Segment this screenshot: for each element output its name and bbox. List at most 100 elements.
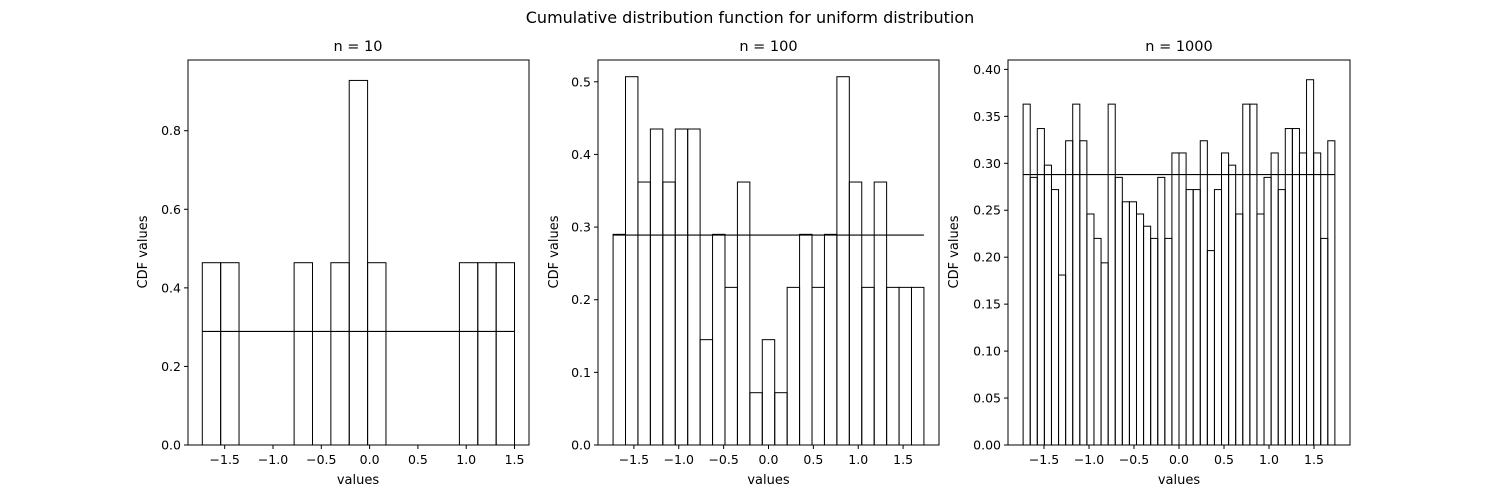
histogram-bar (638, 182, 650, 445)
x-ticks: −1.5 −1.0 −0.5 0.0 0.5 1.0 1.5 (210, 445, 525, 467)
histogram-bar (1278, 190, 1285, 445)
x-tick-label: 0.0 (759, 452, 779, 467)
histogram-bar (800, 234, 812, 445)
y-tick-label: 0.25 (973, 203, 1001, 218)
x-tick-label: −0.5 (708, 452, 738, 467)
histogram-bar (862, 287, 874, 445)
histogram-bar (812, 287, 824, 445)
y-ticks: 0.000.050.100.150.200.250.300.350.40 (973, 62, 1008, 453)
x-axis-label: values (747, 473, 790, 488)
y-tick-label: 0.6 (161, 202, 181, 217)
histogram-bar (1257, 214, 1264, 445)
histogram-bar (1073, 104, 1080, 445)
subplot-title: n = 1000 (1145, 39, 1212, 55)
histogram-bar (737, 182, 749, 445)
histogram-bar (787, 287, 799, 445)
y-tick-label: 0.0 (161, 438, 181, 453)
histogram-bar (613, 234, 625, 445)
histogram-bar (1080, 141, 1087, 445)
histogram-bar (713, 234, 725, 445)
histogram-bar (221, 263, 239, 445)
histogram-bar (1243, 104, 1250, 445)
histogram-bar (663, 182, 675, 445)
histogram-bar (1264, 177, 1271, 445)
histogram-bar (874, 182, 886, 445)
histogram-bar (837, 77, 849, 445)
histogram-bar (899, 287, 911, 445)
histogram-bar (496, 263, 514, 445)
subplot-3: n = 1000 0.00 0.05 0.10 0.15 0.20 0.25 0.30 0.3… (947, 39, 1350, 488)
y-tick-label: 0.30 (973, 156, 1001, 171)
histogram-bar (331, 263, 349, 445)
histogram-bar (202, 263, 220, 445)
histogram-bar (1250, 104, 1257, 445)
x-tick-label: −1.5 (619, 452, 649, 467)
subplot-title: n = 10 (333, 39, 382, 55)
x-tick-label: 1.5 (893, 452, 913, 467)
histogram-bar (675, 129, 687, 445)
y-tick-label: 0.40 (973, 62, 1001, 77)
histogram-bar (1172, 153, 1179, 445)
histogram-bar (911, 287, 923, 445)
histogram-bar (1193, 190, 1200, 445)
subplot-2: n = 100 0.00.10.20.30.40.5 −1.5 −1.0 −0.5 0… (547, 39, 939, 488)
x-tick-label: −1.5 (1029, 452, 1059, 467)
histogram-bar (1144, 226, 1151, 445)
histogram-bar (1222, 153, 1229, 445)
histogram-bar (1151, 238, 1158, 445)
histogram-bar (725, 287, 737, 445)
histogram-bar (775, 393, 787, 445)
histogram-bar (1101, 263, 1108, 445)
histogram-bar (750, 393, 762, 445)
x-tick-label: 0.5 (1214, 452, 1234, 467)
x-ticks: −1.5 −1.0 −0.5 0.0 0.5 1.0 1.5 (1029, 445, 1324, 467)
x-tick-label: 0.5 (803, 452, 823, 467)
x-tick-label: 1.0 (848, 452, 868, 467)
x-tick-label: 1.0 (1259, 452, 1279, 467)
y-tick-label: 0.35 (973, 109, 1001, 124)
bars (202, 80, 514, 445)
histogram-bar (1236, 214, 1243, 445)
y-tick-label: 0.5 (571, 74, 591, 89)
histogram-bar (626, 77, 638, 445)
histogram-bar (1285, 129, 1292, 445)
x-tick-label: −1.0 (258, 452, 288, 467)
y-tick-label: 0.00 (973, 438, 1001, 453)
x-tick-label: −0.5 (1119, 452, 1149, 467)
histogram-bar (1321, 238, 1328, 445)
y-tick-label: 0.05 (973, 391, 1001, 406)
histogram-bar (824, 234, 836, 445)
bars (613, 77, 924, 445)
figure-title: Cumulative distribution function for uni… (526, 8, 975, 27)
bars (1023, 80, 1335, 445)
histogram-bar (368, 263, 386, 445)
histogram-bar (1229, 165, 1236, 445)
histogram-bar (1200, 141, 1207, 445)
histogram-bar (1030, 177, 1037, 445)
histogram-bar (1307, 80, 1314, 445)
histogram-bar (1023, 104, 1030, 445)
y-axis-label: CDF values (547, 215, 562, 288)
y-axis-label: CDF values (947, 215, 962, 288)
histogram-bar (1292, 129, 1299, 445)
y-tick-label: 0.4 (161, 280, 181, 295)
y-tick-label: 0.2 (161, 359, 181, 374)
y-tick-label: 0.10 (973, 344, 1001, 359)
histogram-bar (459, 263, 477, 445)
x-tick-label: −1.0 (1074, 452, 1104, 467)
y-tick-label: 0.4 (571, 147, 591, 162)
histogram-bar (688, 129, 700, 445)
y-tick-label: 0.15 (973, 297, 1001, 312)
y-tick-label: 0.3 (571, 220, 591, 235)
histogram-bar (1129, 202, 1136, 445)
subplot-1: n = 10 0.00.20.40.60.8 −1.5 −1.0 −0.5 0.0 0.… (136, 39, 529, 488)
histogram-bar (1158, 177, 1165, 445)
histogram-bar (1115, 177, 1122, 445)
histogram-bar (1066, 141, 1073, 445)
histogram-bar (887, 287, 899, 445)
histogram-bar (1087, 214, 1094, 445)
histogram-bar (1207, 251, 1214, 445)
histogram-bar (1094, 238, 1101, 445)
histogram-bar (700, 340, 712, 445)
